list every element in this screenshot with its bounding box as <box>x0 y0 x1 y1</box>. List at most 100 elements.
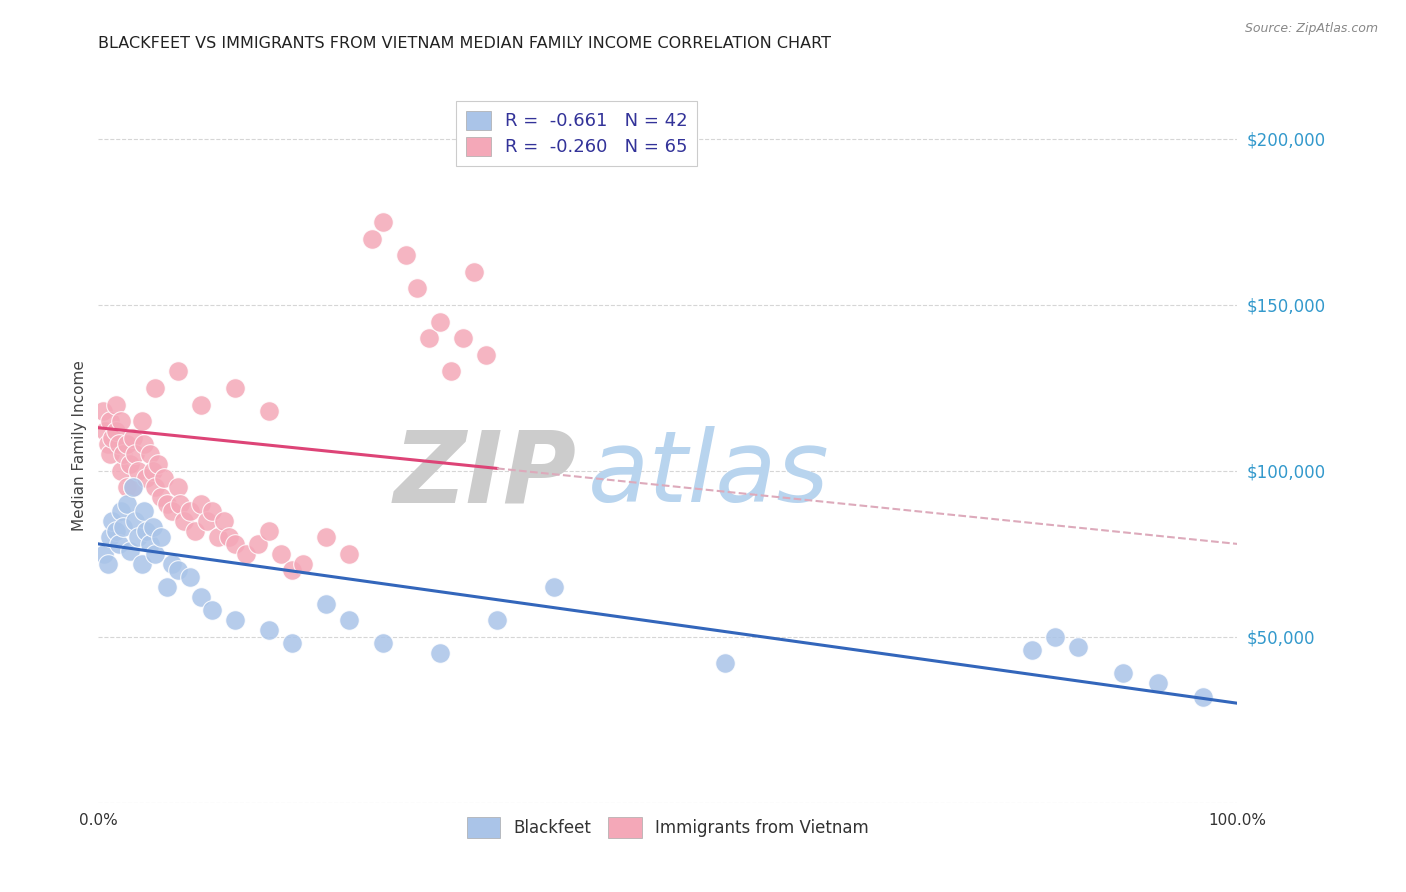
Point <box>315 530 337 544</box>
Point <box>98 414 121 428</box>
Point <box>135 524 157 538</box>
Point <box>714 657 737 671</box>
Point <box>110 504 132 518</box>
Point <box>110 414 132 428</box>
Point <box>440 364 463 378</box>
Point <box>418 331 440 345</box>
Point <box>93 547 115 561</box>
Point <box>429 314 451 328</box>
Point <box>121 481 143 495</box>
Legend: Blackfeet, Immigrants from Vietnam: Blackfeet, Immigrants from Vietnam <box>460 811 876 845</box>
Point <box>1021 643 1043 657</box>
Point <box>121 481 143 495</box>
Point <box>337 613 360 627</box>
Point <box>112 520 135 534</box>
Point <box>127 464 149 478</box>
Point <box>156 580 179 594</box>
Point <box>145 547 167 561</box>
Point <box>190 497 212 511</box>
Point <box>246 537 269 551</box>
Point <box>98 530 121 544</box>
Point <box>395 248 418 262</box>
Point <box>543 580 565 594</box>
Point <box>162 557 184 571</box>
Point <box>315 597 337 611</box>
Point <box>429 647 451 661</box>
Point <box>179 504 201 518</box>
Point <box>169 497 191 511</box>
Point <box>259 404 281 418</box>
Point <box>127 530 149 544</box>
Point <box>101 514 124 528</box>
Point <box>224 381 246 395</box>
Point <box>124 514 146 528</box>
Point <box>463 265 485 279</box>
Point <box>337 547 360 561</box>
Point <box>281 564 304 578</box>
Point <box>1112 666 1135 681</box>
Point <box>195 514 218 528</box>
Point <box>201 603 224 617</box>
Point <box>108 437 131 451</box>
Point <box>371 215 394 229</box>
Point <box>259 624 281 638</box>
Point <box>142 520 165 534</box>
Point <box>474 348 496 362</box>
Point <box>153 470 176 484</box>
Point <box>131 414 153 428</box>
Point <box>224 537 246 551</box>
Point <box>235 547 257 561</box>
Point <box>104 524 127 538</box>
Point <box>132 437 155 451</box>
Point <box>135 470 157 484</box>
Point <box>132 504 155 518</box>
Point <box>173 514 195 528</box>
Point <box>190 397 212 411</box>
Point <box>1043 630 1066 644</box>
Point <box>91 404 114 418</box>
Point <box>212 514 235 528</box>
Point <box>146 457 169 471</box>
Point <box>218 530 240 544</box>
Point <box>142 464 165 478</box>
Point <box>1067 640 1090 654</box>
Point <box>138 537 160 551</box>
Text: BLACKFEET VS IMMIGRANTS FROM VIETNAM MEDIAN FAMILY INCOME CORRELATION CHART: BLACKFEET VS IMMIGRANTS FROM VIETNAM MED… <box>98 36 831 51</box>
Point <box>360 231 382 245</box>
Point <box>184 524 207 538</box>
Point <box>96 557 118 571</box>
Point <box>270 547 292 561</box>
Point <box>406 281 429 295</box>
Point <box>190 590 212 604</box>
Point <box>150 530 173 544</box>
Point <box>371 636 394 650</box>
Point <box>145 381 167 395</box>
Point <box>150 491 173 505</box>
Point <box>104 424 127 438</box>
Point <box>112 447 135 461</box>
Point <box>110 464 132 478</box>
Point <box>131 557 153 571</box>
Point <box>98 447 121 461</box>
Point <box>451 331 474 345</box>
Point <box>167 481 190 495</box>
Point <box>1146 676 1168 690</box>
Point <box>115 497 138 511</box>
Point <box>138 447 160 461</box>
Y-axis label: Median Family Income: Median Family Income <box>72 360 87 532</box>
Point <box>1192 690 1215 704</box>
Point <box>96 437 118 451</box>
Point <box>121 431 143 445</box>
Point <box>120 543 142 558</box>
Point <box>101 431 124 445</box>
Point <box>162 504 184 518</box>
Point <box>124 447 146 461</box>
Text: atlas: atlas <box>588 426 830 523</box>
Text: ZIP: ZIP <box>394 426 576 523</box>
Text: Source: ZipAtlas.com: Source: ZipAtlas.com <box>1244 22 1378 36</box>
Point <box>207 530 229 544</box>
Point <box>104 397 127 411</box>
Point <box>145 481 167 495</box>
Point <box>167 364 190 378</box>
Point <box>167 564 190 578</box>
